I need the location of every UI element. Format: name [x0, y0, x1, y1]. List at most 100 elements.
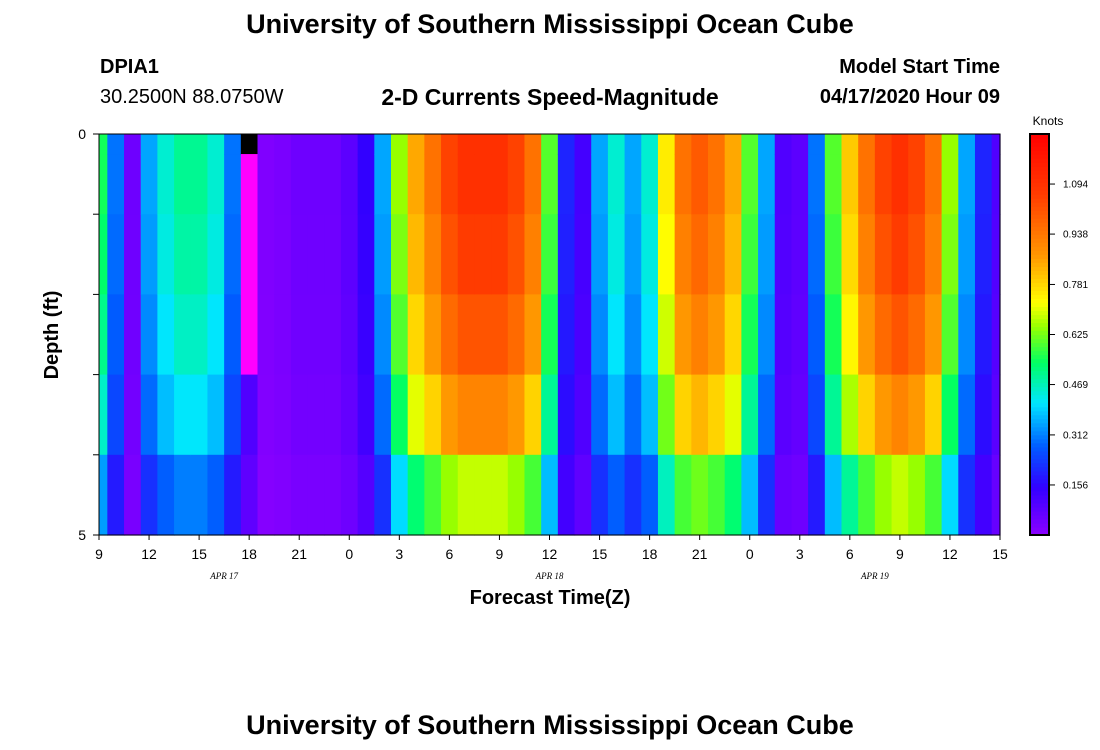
heatmap-cell — [174, 294, 192, 376]
heatmap-cell — [107, 134, 125, 155]
heatmap-cell — [207, 134, 225, 155]
x-tick-label: 9 — [496, 546, 504, 562]
colorbar-segment — [1030, 294, 1049, 300]
heatmap-cell — [140, 454, 158, 536]
heatmap-cell — [924, 134, 943, 155]
colorbar-segment — [1030, 462, 1049, 468]
heatmap-cell — [274, 294, 292, 376]
colorbar-segment — [1030, 446, 1049, 452]
heatmap-cell — [224, 154, 242, 215]
heatmap-cell — [791, 294, 809, 376]
colorbar-segment — [1030, 354, 1049, 360]
page-title: University of Southern Mississippi Ocean… — [246, 9, 854, 39]
heatmap-cell — [124, 134, 142, 155]
heatmap-cell — [441, 374, 459, 456]
heatmap-cell — [891, 154, 909, 215]
y-tick-label: 5 — [78, 527, 86, 543]
heatmap-cell — [524, 214, 542, 295]
heatmap-cell — [140, 134, 158, 155]
heatmap-cell — [124, 454, 142, 536]
heatmap-cell — [424, 214, 442, 295]
heatmap-cell — [958, 214, 976, 295]
heatmap-cell — [657, 454, 676, 536]
heatmap-cell — [557, 134, 576, 155]
heatmap-cell — [124, 294, 142, 376]
colorbar-segment — [1030, 242, 1049, 247]
heatmap-cell — [941, 374, 959, 456]
colorbar-segment — [1030, 510, 1049, 516]
heatmap-cell — [290, 454, 309, 536]
heatmap-cell — [591, 294, 609, 376]
heatmap-cell — [374, 374, 392, 456]
heatmap-cell — [407, 134, 425, 155]
colorbar-segment — [1030, 438, 1049, 444]
heatmap-cell — [174, 454, 192, 536]
heatmap-cell — [441, 214, 459, 295]
heatmap-cell — [491, 134, 509, 155]
colorbar-segment — [1030, 174, 1049, 179]
colorbar-segment — [1030, 190, 1049, 195]
heatmap-cell — [99, 154, 108, 215]
colorbar-segment — [1030, 522, 1049, 528]
colorbar-segment — [1030, 222, 1049, 227]
colorbar-segment — [1030, 494, 1049, 500]
colorbar-segment — [1030, 342, 1049, 348]
heatmap-cell — [157, 454, 175, 536]
heatmap-cell — [607, 454, 626, 536]
colorbar-segment — [1030, 470, 1049, 476]
heatmap-cell — [791, 154, 809, 215]
heatmap-cell — [958, 454, 976, 536]
colorbar-segment — [1030, 378, 1049, 384]
heatmap-cell — [140, 374, 158, 456]
heatmap-cell — [708, 154, 726, 215]
heatmap-cell — [491, 154, 509, 215]
heatmap-cell — [624, 154, 642, 215]
heatmap-cell — [290, 294, 309, 376]
heatmap-cell — [774, 294, 793, 376]
heatmap-cell — [691, 154, 709, 215]
heatmap-cell — [507, 454, 526, 536]
heatmap-cell — [257, 214, 275, 295]
colorbar-segment — [1030, 502, 1049, 508]
colorbar-segment — [1030, 218, 1049, 223]
heatmap-cell — [240, 454, 259, 536]
heatmap-cell — [641, 294, 659, 376]
colorbar-segment — [1030, 442, 1049, 448]
heatmap-cell — [174, 374, 192, 456]
heatmap-cell — [808, 374, 826, 456]
heatmap-cell — [240, 294, 259, 376]
heatmap-cell — [307, 294, 325, 376]
heatmap-cell — [991, 454, 1001, 536]
heatmap-cell — [641, 214, 659, 295]
heatmap-cell — [591, 214, 609, 295]
heatmap-cell — [858, 294, 876, 376]
heatmap-cell — [908, 154, 926, 215]
heatmap-cell — [140, 154, 158, 215]
heatmap-cell — [691, 374, 709, 456]
colorbar-segment — [1030, 162, 1049, 167]
heatmap-cell — [190, 294, 209, 376]
heatmap-cell — [107, 214, 125, 295]
heatmap-cell — [657, 134, 676, 155]
heatmap-cell — [240, 374, 259, 456]
heatmap-cell — [541, 374, 559, 456]
colorbar-segment — [1030, 298, 1049, 304]
heatmap-cell — [574, 134, 592, 155]
heatmap-cell — [140, 294, 158, 376]
heatmap-cell — [691, 214, 709, 295]
heatmap-cell — [274, 374, 292, 456]
heatmap-cell — [808, 134, 826, 155]
heatmap-cell — [207, 294, 225, 376]
colorbar-segment — [1030, 154, 1049, 159]
x-tick-label: 6 — [846, 546, 854, 562]
x-axis-label: Forecast Time(Z) — [470, 587, 631, 609]
heatmap-cell — [190, 374, 209, 456]
colorbar-segment — [1030, 330, 1049, 336]
heatmap-cell — [791, 134, 809, 155]
heatmap-cell — [674, 374, 692, 456]
heatmap-cell — [107, 374, 125, 456]
heatmap-cell — [991, 154, 1001, 215]
colorbar-segment — [1030, 382, 1049, 388]
heatmap-cell — [841, 214, 859, 295]
heatmap-cell — [624, 214, 642, 295]
